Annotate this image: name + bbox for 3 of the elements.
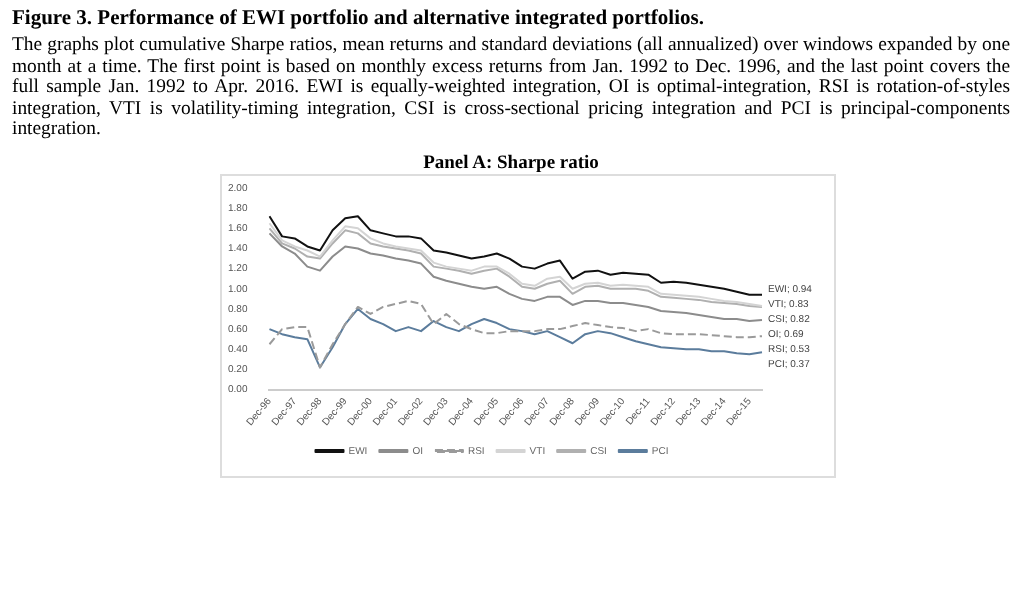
text: Panel A: Sharpe ratio (421, 153, 601, 173)
chart-title: Figure 3. Performance of EWI portfolio and alternative integrated portfolios. (12, 8, 706, 30)
chart-subtitle: The graphs plot cumulative Sharpe ratios, mean returns and standard deviations (all annualized) over windows expanded by one month at a time. The first point is based on monthly excess returns from Jan. 1992 to Dec. 1996, and the last point covers the full sample Jan. 1992 to Apr. 2016. EWI is equally-weighted integration, OI is optimal-integration, RSI is rotation-of-styles integration, VTI is volatility-timing integration, CSI is cross-sectional pricing integration and PCI is principal-components integration. (12, 34, 1010, 141)
